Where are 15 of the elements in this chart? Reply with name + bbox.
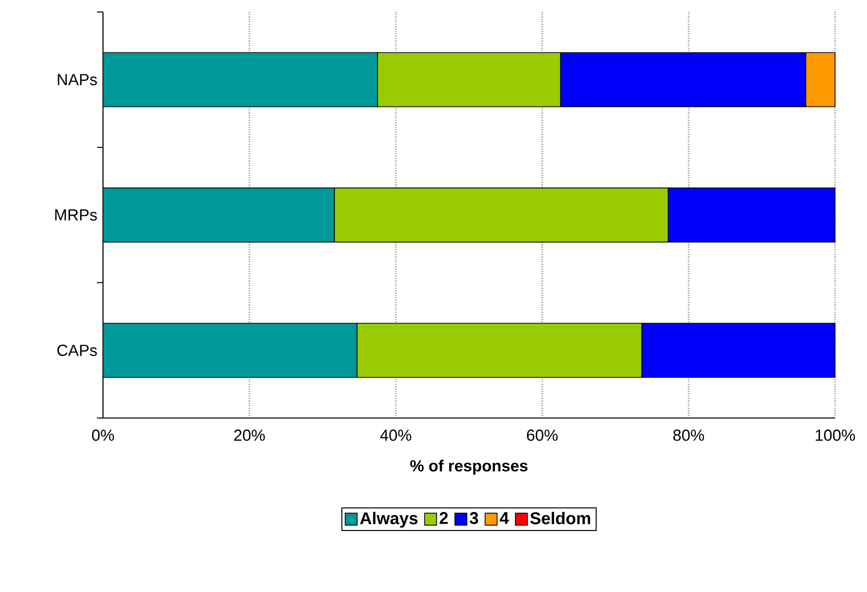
x-tick-label: 80% [673, 430, 704, 441]
y-tick-label: MRPs [55, 209, 97, 221]
x-tick-label: 100% [816, 430, 855, 441]
x-tick-label: 40% [380, 430, 412, 441]
y-tick-label: CAPs [57, 344, 97, 356]
x-tick-label: 60% [527, 430, 558, 441]
legend-label: 2 [440, 512, 448, 524]
legend-label: 3 [470, 512, 478, 524]
x-axis-title: % of responses [410, 460, 528, 475]
legend-label: 4 [500, 512, 509, 524]
legend-label: Always [360, 512, 418, 528]
y-tick-label: NAPs [58, 74, 97, 86]
x-tick-label: 0% [92, 430, 114, 441]
legend-label: Seldom [530, 512, 590, 524]
x-tick-label: 20% [234, 430, 265, 441]
